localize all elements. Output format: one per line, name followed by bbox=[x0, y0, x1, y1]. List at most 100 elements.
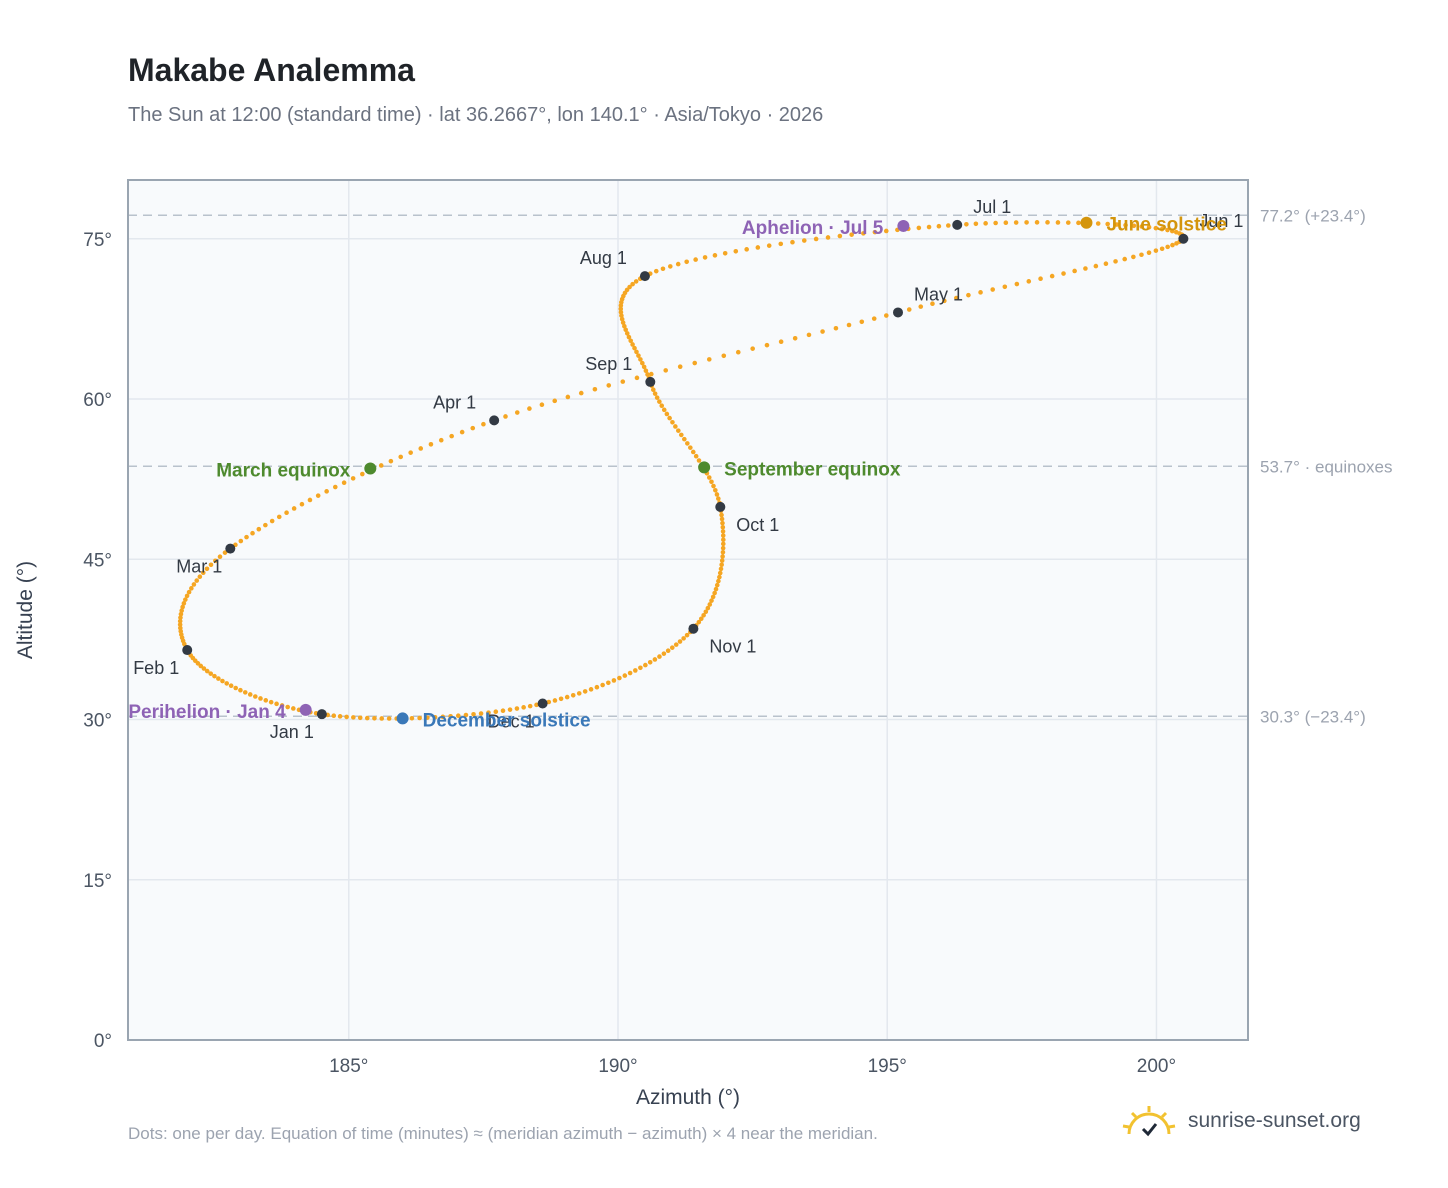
day-dot bbox=[1024, 220, 1029, 225]
day-dot bbox=[344, 714, 349, 720]
brand[interactable]: sunrise-sunset.org bbox=[1120, 1104, 1361, 1138]
day-dot bbox=[1131, 223, 1137, 229]
event-marker bbox=[299, 703, 312, 716]
day-dot bbox=[630, 281, 635, 287]
day-dot bbox=[222, 550, 228, 555]
day-dot bbox=[801, 238, 807, 243]
day-dot bbox=[918, 304, 924, 309]
event-marker bbox=[396, 712, 409, 725]
event-marker bbox=[364, 462, 377, 475]
day-dot bbox=[409, 715, 415, 721]
day-dot bbox=[592, 386, 598, 392]
day-dot bbox=[720, 533, 726, 538]
day-dot bbox=[685, 441, 690, 446]
day-dot bbox=[500, 708, 506, 714]
month-marker bbox=[182, 645, 193, 656]
day-dot bbox=[256, 526, 262, 532]
day-dot bbox=[428, 442, 434, 447]
day-dot bbox=[228, 683, 234, 689]
day-dot bbox=[213, 558, 218, 564]
day-dot bbox=[778, 241, 784, 247]
day-dot bbox=[565, 394, 571, 400]
day-dot bbox=[204, 668, 210, 674]
day-dot bbox=[378, 463, 384, 468]
day-dot bbox=[859, 319, 865, 325]
day-dot bbox=[514, 706, 520, 711]
day-dot bbox=[315, 493, 321, 498]
day-dot bbox=[606, 680, 611, 686]
day-dot bbox=[527, 703, 533, 709]
day-dot bbox=[664, 411, 670, 417]
day-dot bbox=[1013, 220, 1019, 225]
day-dot bbox=[269, 518, 275, 524]
day-dot bbox=[717, 574, 722, 580]
month-label: Sep 1 bbox=[585, 354, 632, 374]
day-dot bbox=[208, 562, 214, 568]
day-dot bbox=[692, 360, 698, 366]
day-dot bbox=[744, 247, 749, 252]
day-dot bbox=[224, 681, 230, 686]
day-dot bbox=[673, 642, 679, 647]
day-dot bbox=[268, 699, 274, 705]
day-dot bbox=[633, 279, 639, 284]
month-marker bbox=[225, 543, 236, 554]
day-dot bbox=[660, 266, 666, 272]
day-dot bbox=[719, 562, 724, 568]
day-dot bbox=[238, 687, 243, 693]
day-dot bbox=[722, 250, 728, 256]
day-dot bbox=[481, 421, 486, 427]
day-dot bbox=[1139, 224, 1145, 229]
day-dot bbox=[611, 678, 617, 683]
day-dot bbox=[638, 357, 643, 362]
day-dot bbox=[1146, 224, 1152, 230]
day-dot bbox=[849, 232, 854, 237]
day-dot bbox=[220, 678, 225, 684]
day-dot bbox=[647, 660, 653, 665]
day-dot bbox=[1159, 226, 1165, 232]
day-dot bbox=[514, 410, 520, 415]
day-dot bbox=[1026, 279, 1032, 284]
day-dot bbox=[643, 662, 648, 668]
month-marker bbox=[489, 415, 500, 426]
day-dot bbox=[630, 342, 635, 347]
day-dot bbox=[720, 554, 725, 559]
day-dot bbox=[617, 675, 622, 681]
day-dot bbox=[449, 433, 454, 439]
day-dot bbox=[1122, 256, 1128, 262]
day-dot bbox=[990, 287, 995, 292]
x-tick-label: 195° bbox=[868, 1056, 907, 1077]
day-dot bbox=[440, 714, 446, 720]
brand-name[interactable]: sunrise-sunset.org bbox=[1188, 1109, 1361, 1132]
day-dot bbox=[711, 483, 716, 489]
day-dot bbox=[432, 714, 438, 720]
day-dot bbox=[712, 253, 718, 258]
day-dot bbox=[1034, 220, 1040, 225]
day-dot bbox=[201, 666, 207, 671]
day-dot bbox=[755, 245, 761, 250]
day-dot bbox=[690, 449, 696, 455]
day-dot bbox=[1153, 225, 1159, 231]
day-dot bbox=[582, 689, 588, 694]
day-dot bbox=[871, 316, 877, 321]
month-label: Jan 1 bbox=[270, 722, 314, 742]
day-dot bbox=[720, 541, 726, 547]
day-dot bbox=[706, 357, 712, 362]
day-dot bbox=[194, 578, 200, 583]
day-dot bbox=[778, 339, 784, 344]
day-dot bbox=[417, 715, 422, 721]
day-dot bbox=[1083, 266, 1088, 271]
day-dot bbox=[307, 497, 313, 503]
page-title: Makabe Analemma bbox=[128, 52, 415, 88]
day-dot bbox=[936, 223, 942, 229]
day-dot bbox=[425, 715, 430, 720]
day-dot bbox=[438, 437, 444, 443]
day-dot bbox=[942, 298, 947, 304]
day-dot bbox=[1002, 284, 1008, 290]
day-dot bbox=[693, 257, 698, 262]
y-tick-label: 15° bbox=[83, 871, 112, 892]
day-dot bbox=[331, 713, 337, 719]
day-dot bbox=[1170, 242, 1175, 248]
day-dot bbox=[679, 432, 684, 438]
day-dot bbox=[714, 492, 720, 497]
event-marker bbox=[1080, 216, 1093, 229]
